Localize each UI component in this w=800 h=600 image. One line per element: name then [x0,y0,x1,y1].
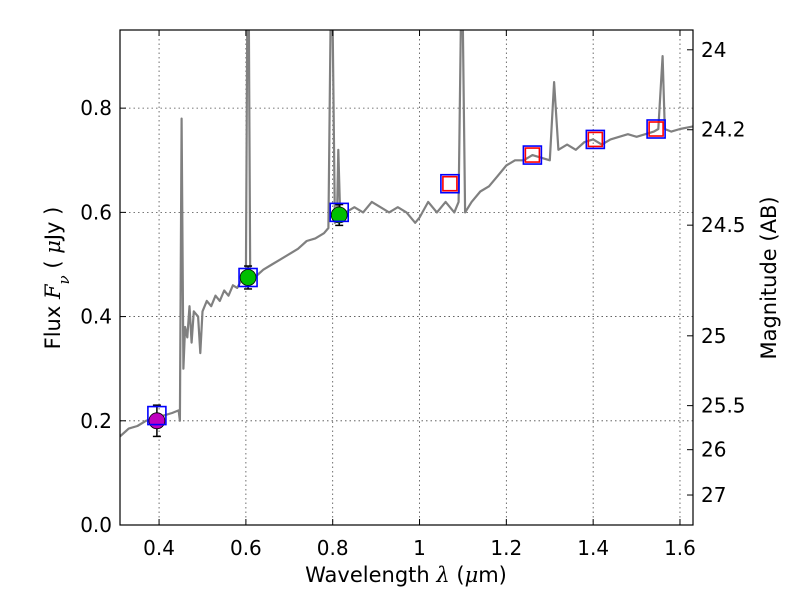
model-spectrum-line [120,30,693,438]
model-photometry-marker [238,267,258,288]
x-tick-label: 0.4 [143,536,175,560]
y2-tick-label: 24.2 [701,118,746,142]
upper-limit-marker [648,121,664,137]
y-tick-label: 0.6 [80,200,112,224]
y-axis-label: Flux Fν ( μJy ) [41,207,73,350]
y2-tick-label: 24 [701,38,726,62]
model-photometry-marker [646,119,666,139]
y-tick-label: 0.4 [80,305,112,329]
y2-tick-label: 27 [701,483,726,507]
x-tick-label: 1.6 [664,536,696,560]
observed-point [239,269,257,286]
model-spectrum [120,30,693,438]
photometry-points [147,119,666,438]
grid [120,30,693,526]
y2-tick-label: 24.5 [701,213,746,237]
upper-limit-marker [587,131,604,148]
observed-point [330,206,348,224]
y-tick-label: 0.8 [80,96,112,120]
ticks: 0.4 0.6 0.8 1 1.2 1.4 1.6 0.0 0.2 0.4 0.6 0.8 24 24.2… [80,30,746,560]
x-tick-label: 1 [413,536,426,560]
x-tick-label: 1.2 [490,536,522,560]
y-tick-label: 0.2 [80,409,112,433]
x-tick-label: 1.4 [577,536,609,560]
x-axis-label: Wavelength λ (μm) [305,563,507,587]
observed-point [148,412,166,430]
model-photometry-marker [522,145,543,165]
plot-frame [119,29,694,526]
upper-limit-marker [524,147,541,163]
model-photometry-marker [440,173,460,194]
model-photometry-marker [147,405,167,426]
model-photometry-marker [585,129,606,150]
y2-tick-label: 25 [701,324,726,348]
y2-axis-label: Magnitude (AB) [757,196,781,359]
upper-limit-marker [442,175,458,192]
y2-tick-label: 26 [701,438,726,462]
x-tick-label: 0.8 [317,536,349,560]
y-tick-label: 0.0 [80,513,112,537]
model-photometry-marker [329,202,350,223]
x-tick-label: 0.6 [230,536,262,560]
y2-tick-label: 25.5 [701,394,746,418]
